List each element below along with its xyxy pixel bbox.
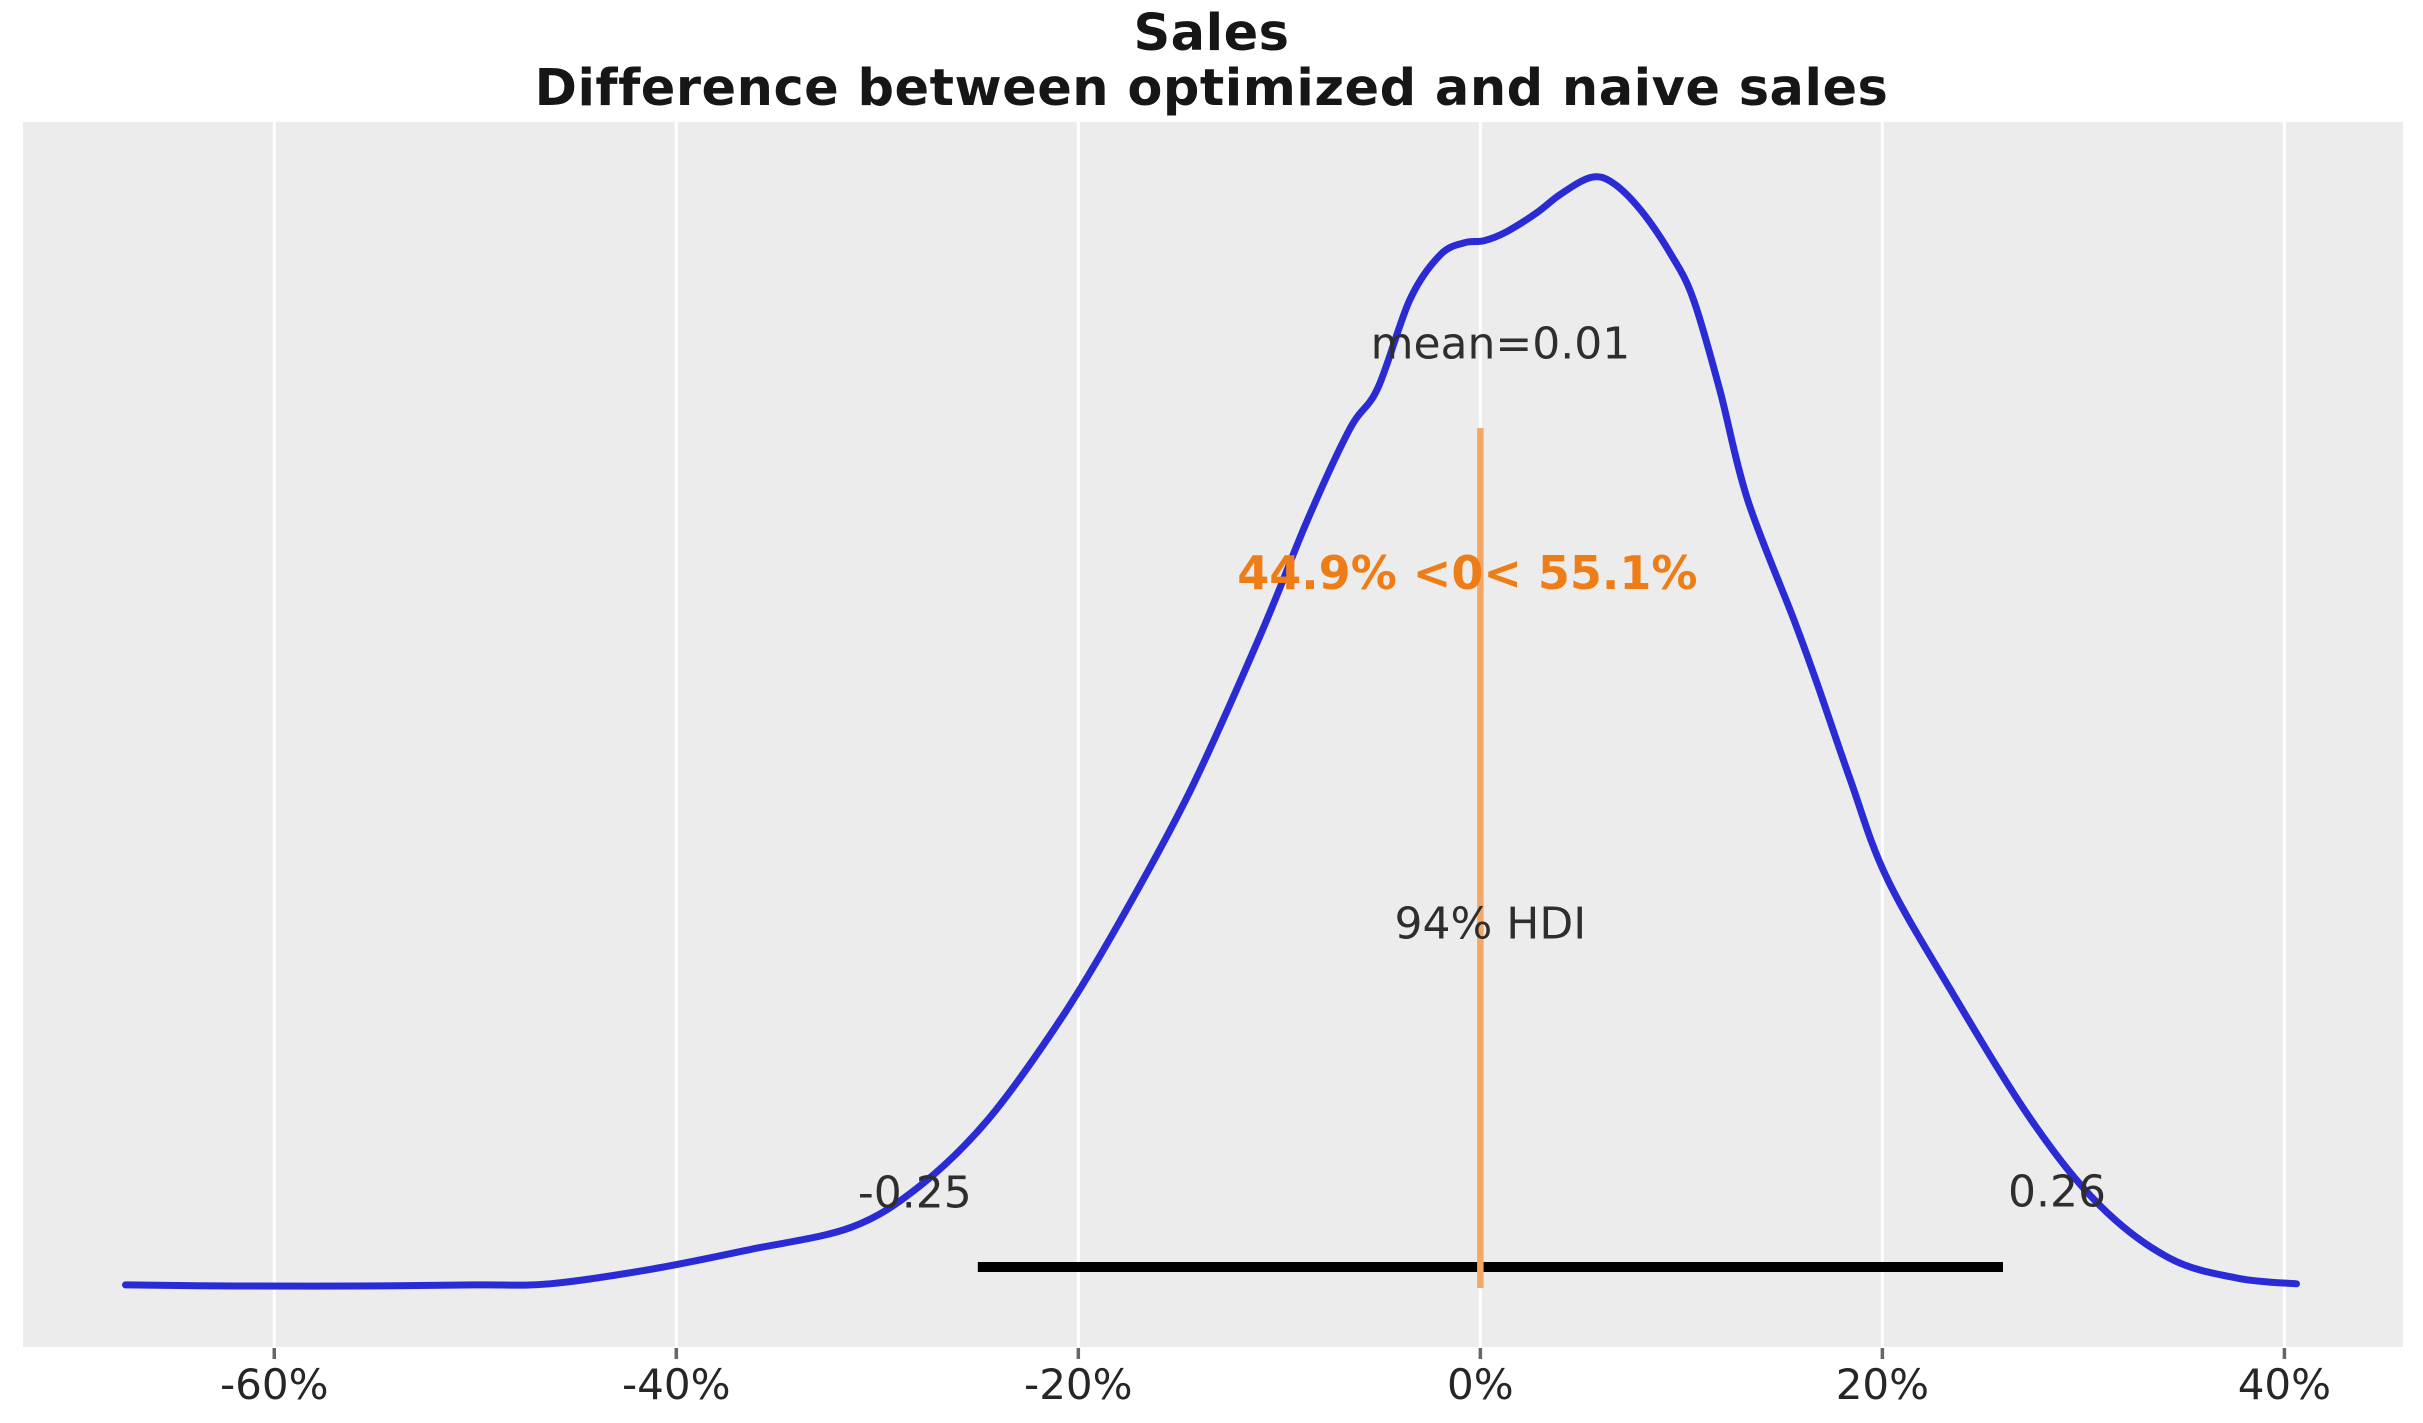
x-tick-label: 20% xyxy=(1835,1360,1930,1409)
ref-value-label: 44.9% <0< 55.1% xyxy=(1237,546,1698,600)
chart-title-line2: Difference between optimized and naive s… xyxy=(534,59,1889,118)
chart-title: Sales Difference between optimized and n… xyxy=(0,6,2423,116)
kde-curve xyxy=(122,173,2300,1290)
x-tick-label: -40% xyxy=(622,1360,731,1409)
x-tick-label: -60% xyxy=(220,1360,329,1409)
chart-title-line1: Sales xyxy=(1133,4,1290,63)
hdi-label: 94% HDI xyxy=(1394,898,1587,950)
x-tick-label: -20% xyxy=(1024,1360,1133,1409)
hdi-upper-label: 0.26 xyxy=(2007,1166,2106,1218)
x-tick-label: 0% xyxy=(1447,1360,1514,1409)
hdi-lower-label: -0.25 xyxy=(857,1167,972,1219)
mean-label: mean=0.01 xyxy=(1370,318,1631,370)
x-tick-label: 40% xyxy=(2237,1360,2332,1409)
